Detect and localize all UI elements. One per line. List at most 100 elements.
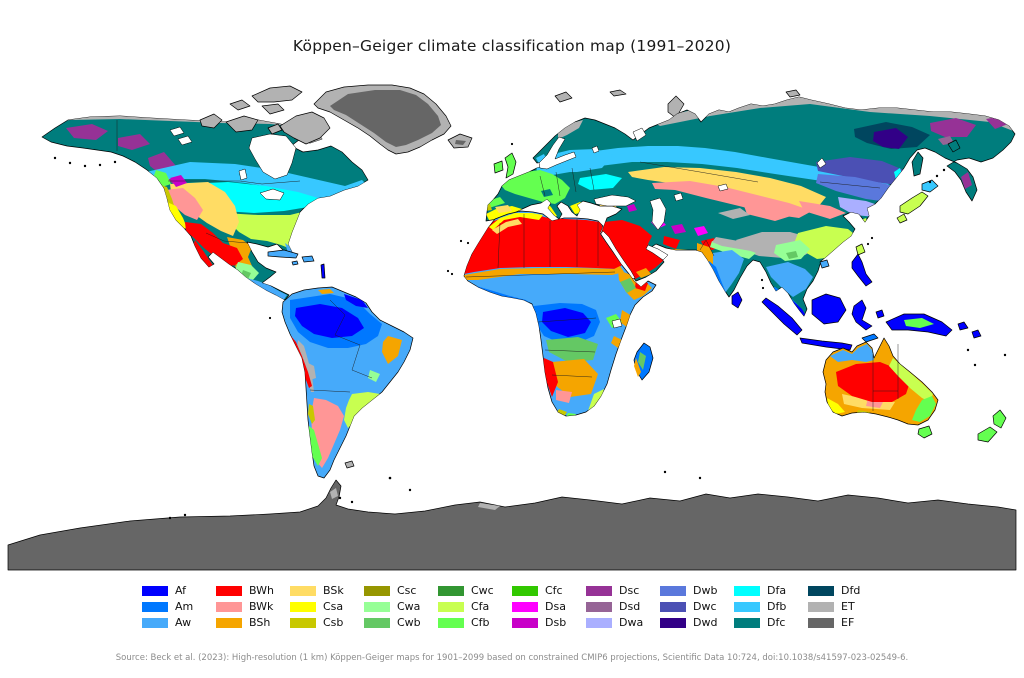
legend-label-dfd: Dfd xyxy=(841,584,861,597)
legend-label-aw: Aw xyxy=(175,616,192,629)
lake-winnipeg xyxy=(238,168,248,181)
legend-item-dfc: Dfc xyxy=(734,617,808,628)
legend-swatch-csa xyxy=(290,601,316,612)
climate-region-bsh xyxy=(318,289,334,294)
legend-item-cwc: Cwc xyxy=(438,585,512,596)
climate-region-et xyxy=(554,91,573,103)
legend-swatch-dfc xyxy=(734,617,760,628)
climate-region-dsb xyxy=(671,224,686,234)
legend-label-cfc: Cfc xyxy=(545,584,563,597)
sri-lanka xyxy=(731,291,743,309)
climate-region-ef xyxy=(7,479,1017,571)
legend-item-dsc: Dsc xyxy=(586,585,660,596)
lake-balkhash xyxy=(717,183,729,192)
climate-region-bsh xyxy=(550,359,598,397)
climate-region-cfb xyxy=(500,170,570,204)
legend-item-csb: Csb xyxy=(290,617,364,628)
climate-region-et xyxy=(718,208,750,219)
legend-column: Dsc Dsd Dwa xyxy=(586,585,660,628)
climate-region-aw xyxy=(766,262,813,297)
climate-region-bsh xyxy=(618,270,652,300)
legend-label-dsd: Dsd xyxy=(619,600,641,613)
legend-swatch-cfb xyxy=(438,617,464,628)
honshu xyxy=(899,191,929,215)
climate-region-dsc xyxy=(930,118,976,137)
legend-item-dwd: Dwd xyxy=(660,617,734,628)
timor xyxy=(861,333,879,343)
legend-swatch-af xyxy=(142,585,168,596)
legend-label-cwc: Cwc xyxy=(471,584,494,597)
legend-column: Cwc Cfa Cfb xyxy=(438,585,512,628)
legend-swatch-csb xyxy=(290,617,316,628)
climate-region-csa xyxy=(165,202,187,230)
legend-label-am: Am xyxy=(175,600,194,613)
climate-region-csb xyxy=(308,404,315,424)
climate-region-et xyxy=(478,503,500,510)
philippines xyxy=(851,253,873,287)
legend-swatch-bwh xyxy=(216,585,242,596)
kamchatka-islands xyxy=(947,139,961,153)
madagascar xyxy=(633,342,654,381)
sakhalin xyxy=(911,151,924,177)
legend-column: Dwb Dwc Dwd xyxy=(660,585,734,628)
nz-north-island xyxy=(992,409,1007,429)
legend-column: Csc Cwa Cwb xyxy=(364,585,438,628)
caspian-sea xyxy=(649,197,667,231)
legend-item-dwb: Dwb xyxy=(660,585,734,596)
tasmania xyxy=(917,425,933,439)
legend-item-bwk: BWk xyxy=(216,601,290,612)
solomons xyxy=(957,321,969,331)
climate-region-dfb xyxy=(541,149,613,172)
climate-region-cwb xyxy=(620,278,636,293)
climate-region-et xyxy=(785,89,801,98)
hispaniola xyxy=(301,255,315,263)
climate-region-cfb xyxy=(153,170,171,187)
legend-item-af: Af xyxy=(142,585,216,596)
climate-region-et xyxy=(251,85,303,103)
legend-swatch-csc xyxy=(364,585,390,596)
climate-region-dwd xyxy=(873,128,908,149)
climate-region-bwh xyxy=(464,213,622,274)
legend-item-csa: Csa xyxy=(290,601,364,612)
borneo xyxy=(811,293,847,325)
baltic-sea xyxy=(538,136,577,170)
legend-item-bsk: BSk xyxy=(290,585,364,596)
legend-label-cwb: Cwb xyxy=(397,616,421,629)
legend-swatch-dfd xyxy=(808,585,834,596)
island-specks xyxy=(53,142,1007,520)
bismarck xyxy=(971,329,982,339)
legend-label-ef: EF xyxy=(841,616,855,629)
climate-region-dsc xyxy=(66,124,108,140)
legend-item-cfc: Cfc xyxy=(512,585,586,596)
cuba xyxy=(267,249,299,259)
climate-region-bwk xyxy=(799,201,846,219)
great-slave-lake xyxy=(177,135,193,146)
iceland xyxy=(447,133,473,149)
climate-region-csa xyxy=(489,213,543,230)
legend-column: Dfd ET EF xyxy=(808,585,882,628)
legend-item-dsa: Dsa xyxy=(512,601,586,612)
climate-region-et xyxy=(225,115,259,133)
climate-region-cwa xyxy=(368,370,380,382)
legend: Af Am Aw BWh BWk BSh BSk Csa Csb Csc Cwa Cwb Cwc Cfa C… xyxy=(142,585,882,628)
climate-region-et xyxy=(558,120,583,139)
legend-label-bwk: BWk xyxy=(249,600,274,613)
legend-label-af: Af xyxy=(175,584,187,597)
sulawesi xyxy=(851,299,873,331)
legend-swatch-dsd xyxy=(586,601,612,612)
legend-item-csc: Csc xyxy=(364,585,438,596)
legend-label-dsa: Dsa xyxy=(545,600,566,613)
legend-item-dsb: Dsb xyxy=(512,617,586,628)
climate-region-et xyxy=(261,103,285,115)
legend-label-csb: Csb xyxy=(323,616,344,629)
legend-item-aw: Aw xyxy=(142,617,216,628)
sumatra xyxy=(761,297,803,336)
legend-swatch-dsb xyxy=(512,617,538,628)
climate-region-dfc xyxy=(541,189,553,197)
islands-europe-asia xyxy=(493,139,982,351)
caribbean-islands xyxy=(267,249,326,279)
climate-region-bwh xyxy=(223,243,243,266)
climate-region-bsh xyxy=(382,336,402,364)
legend-label-dwc: Dwc xyxy=(693,600,717,613)
legend-label-dfa: Dfa xyxy=(767,584,787,597)
